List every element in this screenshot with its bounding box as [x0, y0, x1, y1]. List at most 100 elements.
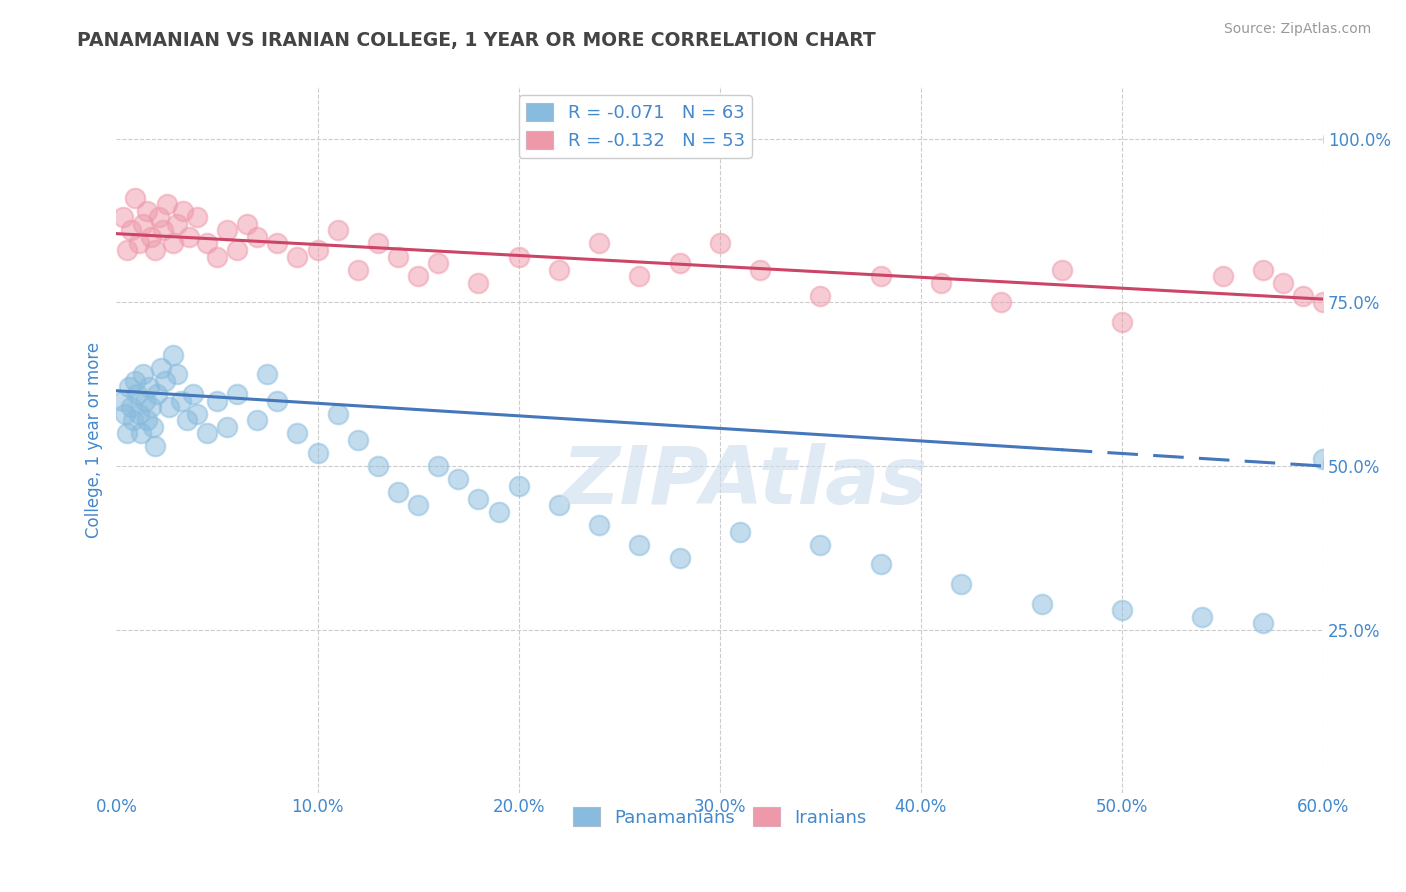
- Point: [143, 243, 166, 257]
- Point: [166, 368, 188, 382]
- Point: [162, 348, 184, 362]
- Point: [148, 211, 170, 225]
- Point: [869, 269, 891, 284]
- Point: [287, 426, 309, 441]
- Point: [111, 211, 134, 225]
- Point: [467, 491, 489, 506]
- Point: [135, 203, 157, 218]
- Point: [115, 426, 138, 441]
- Point: [142, 419, 165, 434]
- Point: [170, 393, 193, 408]
- Text: ZIPAtlas: ZIPAtlas: [561, 443, 927, 521]
- Point: [139, 400, 162, 414]
- Point: [346, 433, 368, 447]
- Point: [1251, 262, 1274, 277]
- Point: [256, 368, 278, 382]
- Point: [406, 269, 429, 284]
- Point: [588, 518, 610, 533]
- Point: [236, 217, 259, 231]
- Point: [950, 577, 973, 591]
- Point: [1343, 462, 1365, 476]
- Point: [226, 387, 249, 401]
- Point: [114, 407, 136, 421]
- Point: [588, 236, 610, 251]
- Point: [749, 262, 772, 277]
- Point: [246, 230, 269, 244]
- Point: [508, 478, 530, 492]
- Point: [177, 230, 200, 244]
- Point: [120, 400, 142, 414]
- Point: [120, 223, 142, 237]
- Point: [1322, 456, 1344, 470]
- Point: [186, 407, 208, 421]
- Point: [205, 393, 228, 408]
- Point: [128, 407, 150, 421]
- Point: [728, 524, 751, 539]
- Point: [176, 413, 198, 427]
- Point: [246, 413, 269, 427]
- Point: [156, 197, 179, 211]
- Point: [1111, 603, 1133, 617]
- Point: [990, 295, 1012, 310]
- Point: [929, 276, 952, 290]
- Point: [367, 458, 389, 473]
- Point: [1292, 289, 1315, 303]
- Y-axis label: College, 1 year or more: College, 1 year or more: [86, 342, 103, 538]
- Point: [1111, 315, 1133, 329]
- Point: [307, 243, 329, 257]
- Point: [548, 262, 571, 277]
- Point: [427, 256, 450, 270]
- Point: [326, 407, 349, 421]
- Point: [808, 289, 831, 303]
- Point: [1312, 295, 1334, 310]
- Point: [387, 485, 409, 500]
- Point: [548, 498, 571, 512]
- Point: [488, 505, 510, 519]
- Point: [1031, 597, 1053, 611]
- Legend: Panamanians, Iranians: Panamanians, Iranians: [565, 800, 875, 834]
- Point: [1251, 616, 1274, 631]
- Point: [628, 538, 651, 552]
- Point: [1271, 276, 1294, 290]
- Point: [307, 446, 329, 460]
- Point: [157, 400, 180, 414]
- Point: [134, 393, 156, 408]
- Point: [508, 250, 530, 264]
- Point: [145, 387, 167, 401]
- Point: [124, 374, 146, 388]
- Point: [1353, 466, 1375, 480]
- Point: [287, 250, 309, 264]
- Point: [131, 368, 153, 382]
- Point: [131, 217, 153, 231]
- Text: Source: ZipAtlas.com: Source: ZipAtlas.com: [1223, 22, 1371, 37]
- Point: [121, 413, 143, 427]
- Point: [115, 243, 138, 257]
- Point: [135, 413, 157, 427]
- Point: [195, 426, 218, 441]
- Point: [1331, 138, 1354, 153]
- Point: [217, 419, 239, 434]
- Point: [346, 262, 368, 277]
- Point: [709, 236, 731, 251]
- Point: [1191, 609, 1213, 624]
- Point: [117, 380, 139, 394]
- Point: [152, 223, 174, 237]
- Point: [1050, 262, 1073, 277]
- Point: [166, 217, 188, 231]
- Point: [143, 439, 166, 453]
- Point: [266, 236, 288, 251]
- Point: [668, 550, 690, 565]
- Point: [367, 236, 389, 251]
- Point: [128, 236, 150, 251]
- Point: [668, 256, 690, 270]
- Point: [172, 203, 194, 218]
- Point: [195, 236, 218, 251]
- Point: [125, 387, 148, 401]
- Point: [149, 360, 172, 375]
- Point: [124, 191, 146, 205]
- Point: [1212, 269, 1234, 284]
- Point: [266, 393, 288, 408]
- Point: [186, 211, 208, 225]
- Point: [387, 250, 409, 264]
- Point: [447, 472, 470, 486]
